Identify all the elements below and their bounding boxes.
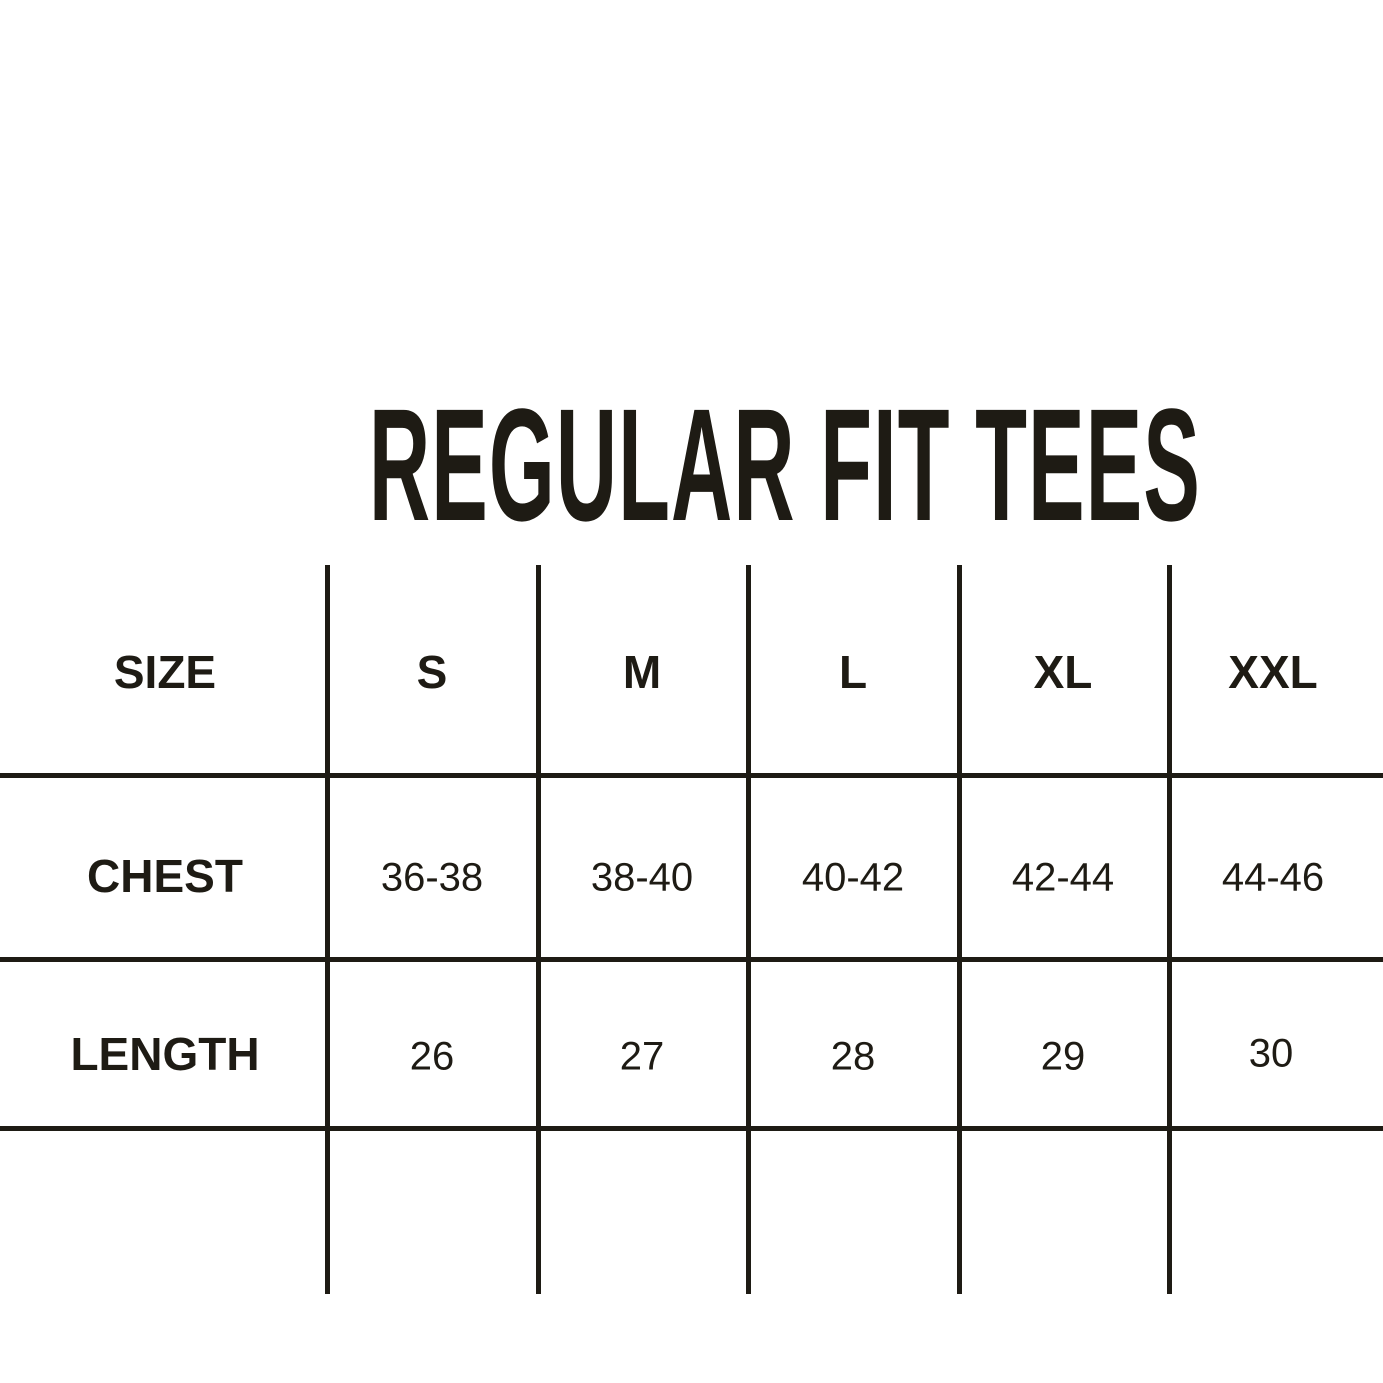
chest-value: 44-46	[1221, 855, 1325, 900]
header-size: SIZE	[113, 646, 217, 698]
row-label-length: LENGTH	[70, 1028, 260, 1080]
length-value: 28	[830, 1034, 876, 1079]
chest-value: 36-38	[380, 855, 484, 900]
header-xl: XL	[1033, 646, 1093, 698]
header-s: S	[416, 646, 448, 698]
header-xxl: XXL	[1228, 646, 1318, 698]
grid-line-horizontal	[0, 1126, 1383, 1131]
grid-line-horizontal	[0, 773, 1383, 778]
grid-line-vertical	[536, 565, 541, 1294]
length-value: 29	[1040, 1034, 1086, 1079]
grid-line-vertical	[1167, 565, 1172, 1294]
grid-line-vertical	[746, 565, 751, 1294]
length-value: 30	[1248, 1031, 1294, 1076]
chest-value: 38-40	[590, 855, 694, 900]
chest-value: 42-44	[1011, 855, 1115, 900]
header-m: M	[622, 646, 662, 698]
chart-title: REGULAR FIT TEES	[0, 380, 1383, 550]
chest-value: 40-42	[801, 855, 905, 900]
length-value: 26	[409, 1034, 455, 1079]
row-label-chest: CHEST	[87, 850, 243, 902]
grid-line-horizontal	[0, 957, 1383, 962]
header-l: L	[838, 646, 868, 698]
grid-line-vertical	[957, 565, 962, 1294]
grid-line-vertical	[325, 565, 330, 1294]
title-text: REGULAR FIT TEES	[368, 375, 1201, 554]
length-value: 27	[619, 1034, 665, 1079]
